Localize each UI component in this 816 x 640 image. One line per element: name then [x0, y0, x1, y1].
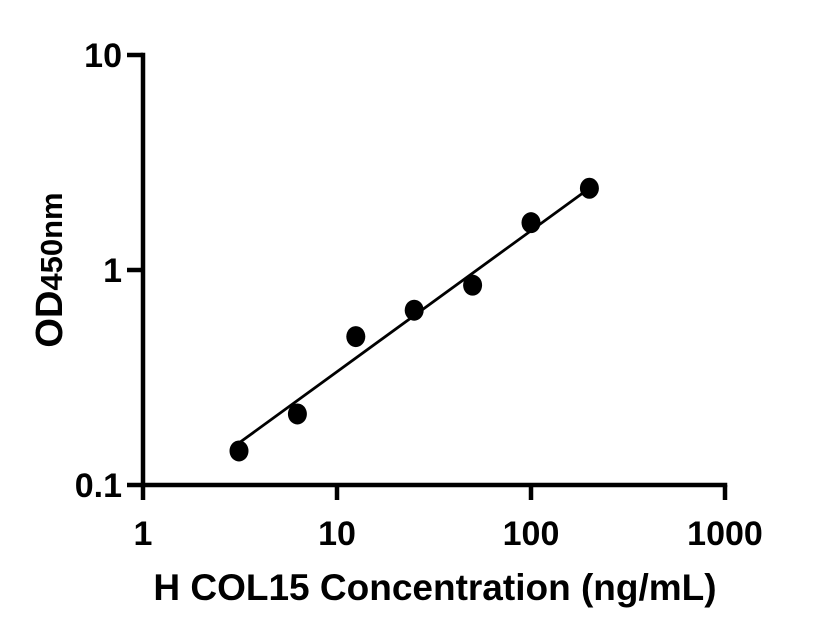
- data-point: [521, 212, 541, 234]
- y-axis-title: OD450nm: [29, 192, 71, 347]
- y-tick-label: 10: [84, 37, 122, 75]
- x-tick-label: 10: [318, 515, 356, 553]
- axis-spine: [140, 52, 728, 488]
- data-point: [404, 299, 424, 321]
- y-axis-title-main: OD: [29, 291, 71, 348]
- x-tick-label: 1: [134, 515, 153, 553]
- y-tick-label: 0.1: [75, 467, 122, 505]
- x-axis-title: H COL15 Concentration (ng/mL): [153, 567, 716, 608]
- data-point: [287, 403, 307, 425]
- data-point: [463, 274, 483, 296]
- data-point: [229, 440, 249, 462]
- y-axis-title-sub: 450nm: [34, 192, 69, 290]
- x-tick-label: 1000: [687, 515, 763, 553]
- y-tick-label: 1: [103, 252, 122, 290]
- plot-generated-layer: 0.1 1 10 1 10 100 1000: [75, 37, 763, 553]
- data-point: [579, 177, 599, 199]
- data-point: [346, 326, 366, 348]
- x-tick-label: 100: [503, 515, 560, 553]
